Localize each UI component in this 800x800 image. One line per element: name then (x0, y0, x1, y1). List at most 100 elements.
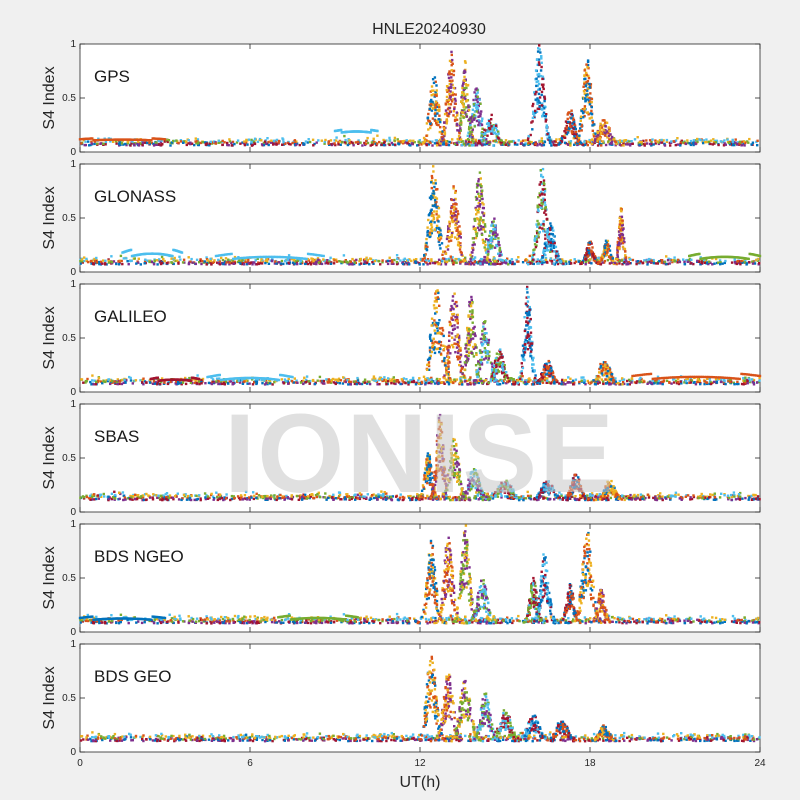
data-point (183, 140, 186, 143)
data-point (430, 231, 433, 235)
data-point (736, 380, 739, 383)
data-point (460, 94, 464, 97)
data-point (153, 259, 156, 262)
data-point (460, 96, 463, 99)
data-point (565, 126, 568, 129)
data-point (438, 227, 441, 231)
data-point (242, 256, 246, 260)
data-point (654, 262, 657, 265)
data-point (613, 138, 616, 141)
data-point (392, 262, 395, 265)
data-point (559, 259, 562, 263)
data-point (540, 102, 543, 105)
data-point (470, 115, 474, 118)
data-point (331, 142, 335, 146)
data-point (603, 119, 606, 122)
data-point (568, 140, 571, 144)
data-point (421, 259, 424, 262)
data-point (433, 262, 437, 265)
data-point (541, 75, 545, 78)
data-point (454, 102, 457, 105)
data-point (604, 128, 607, 132)
data-point (595, 139, 599, 143)
data-point (306, 380, 309, 383)
data-point (653, 380, 657, 383)
data-point (477, 207, 481, 210)
data-point (445, 258, 448, 261)
data-point (551, 233, 554, 236)
data-point (438, 238, 441, 242)
data-point (364, 258, 367, 261)
data-point (429, 209, 433, 212)
data-point (479, 216, 482, 219)
data-point (453, 107, 456, 111)
data-point (457, 129, 461, 132)
data-point (431, 196, 434, 199)
data-point (564, 120, 568, 123)
data-point (524, 259, 527, 262)
data-point (214, 254, 218, 258)
data-point (349, 382, 352, 386)
data-point (539, 69, 543, 72)
data-point (435, 102, 439, 105)
data-point (627, 262, 630, 266)
data-point (741, 261, 745, 264)
data-point (118, 141, 122, 144)
data-point (429, 126, 432, 130)
data-point (743, 381, 746, 384)
data-point (120, 259, 123, 263)
data-point (566, 117, 569, 121)
data-point (474, 114, 477, 118)
data-point (540, 93, 543, 97)
data-point (624, 258, 627, 261)
data-point (719, 140, 723, 143)
data-point (389, 379, 392, 383)
data-point (452, 185, 455, 188)
data-point (661, 382, 664, 386)
data-point (243, 263, 246, 266)
data-point (467, 262, 470, 266)
data-point (708, 260, 711, 263)
data-point (354, 380, 358, 383)
data-point (601, 256, 605, 259)
data-point (593, 123, 596, 126)
data-point (282, 262, 285, 266)
data-point (698, 379, 701, 383)
data-point (563, 141, 567, 144)
data-point (356, 376, 359, 380)
data-point (422, 136, 426, 140)
data-point (482, 203, 485, 206)
data-point (437, 220, 440, 223)
data-point (608, 262, 612, 265)
data-point (543, 198, 546, 202)
data-point (209, 257, 212, 261)
data-point (466, 134, 469, 137)
data-point (416, 261, 419, 264)
data-point (435, 381, 439, 384)
data-point (597, 134, 600, 137)
data-point (473, 260, 476, 263)
data-point (175, 380, 178, 383)
data-point (477, 192, 480, 195)
data-point (431, 204, 435, 207)
data-points (79, 165, 762, 266)
data-point (300, 257, 303, 260)
data-point (483, 255, 486, 259)
data-point (428, 233, 432, 236)
data-point (580, 125, 583, 128)
data-point (253, 261, 256, 264)
data-point (96, 139, 99, 142)
data-point (583, 92, 586, 95)
data-point (474, 230, 478, 233)
data-point (208, 144, 211, 147)
data-point (676, 261, 679, 264)
data-point (435, 377, 439, 381)
data-point (135, 262, 138, 265)
data-point (534, 98, 537, 101)
data-point (333, 142, 336, 145)
data-point (450, 206, 454, 209)
data-point (621, 263, 624, 266)
data-point (536, 219, 539, 223)
data-point (450, 235, 454, 238)
